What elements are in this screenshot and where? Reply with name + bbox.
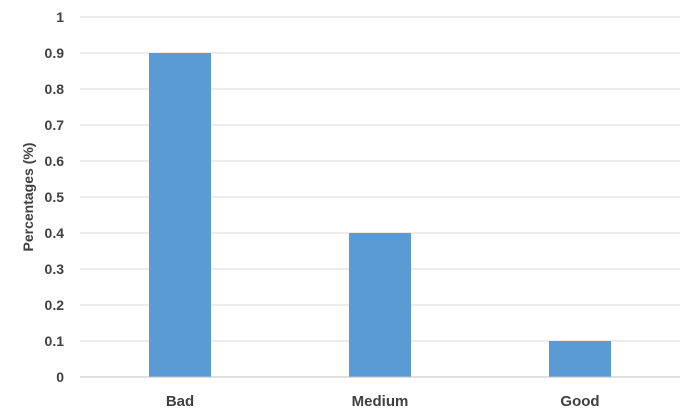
- bars: [149, 53, 611, 377]
- y-tick-label: 0.6: [45, 153, 65, 169]
- y-axis-title: Percentages (%): [20, 143, 36, 252]
- y-tick-label: 0.8: [45, 81, 65, 97]
- x-category-label: Good: [560, 393, 599, 410]
- y-tick-label: 0.4: [45, 225, 65, 241]
- y-tick-label: 0.3: [45, 261, 65, 277]
- y-tick-label: 0.7: [45, 117, 65, 133]
- x-axis-categories: Bad Medium Good: [166, 393, 600, 410]
- y-tick-label: 0.9: [45, 45, 65, 61]
- bar-good: [549, 341, 611, 377]
- y-axis-ticks: 0 0.1 0.2 0.3 0.4 0.5 0.6 0.7 0.8 0.9 1: [45, 9, 65, 385]
- bar-bad: [149, 53, 211, 377]
- x-category-label: Bad: [166, 393, 194, 410]
- y-tick-label: 0.2: [45, 297, 65, 313]
- y-tick-label: 0.1: [45, 333, 65, 349]
- y-tick-label: 0.5: [45, 189, 65, 205]
- bar-medium: [349, 233, 411, 377]
- y-tick-label: 1: [56, 9, 64, 25]
- x-category-label: Medium: [352, 393, 409, 410]
- y-tick-label: 0: [56, 369, 64, 385]
